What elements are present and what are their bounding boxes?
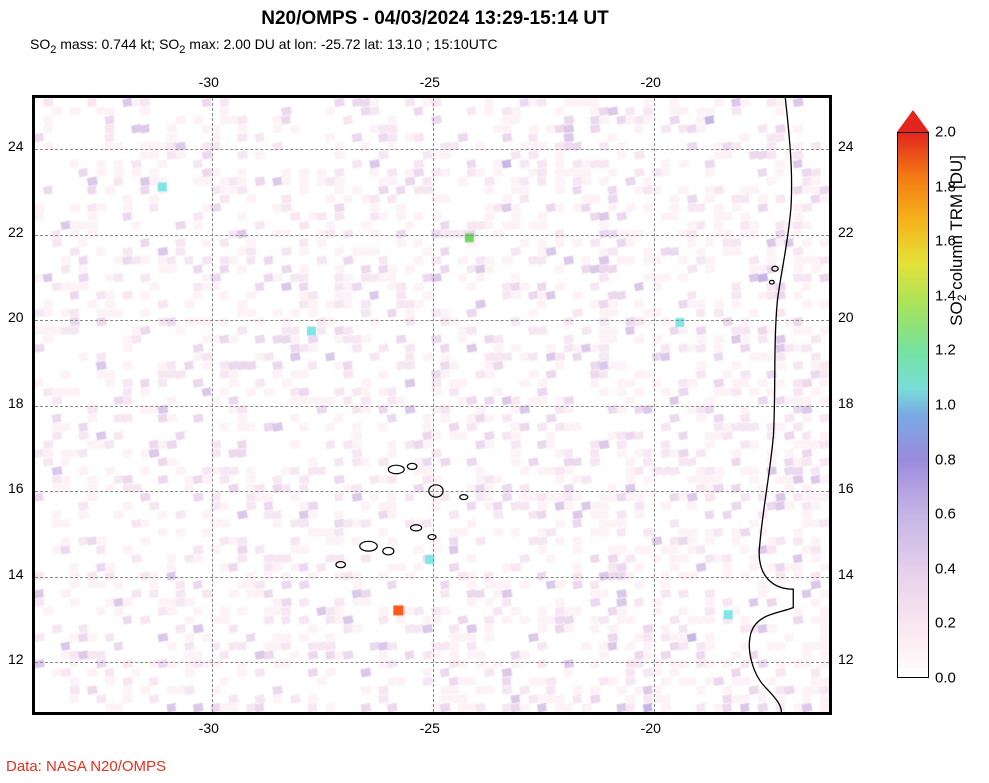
colorbar-tick-label: 1.2 xyxy=(935,342,956,359)
colorbar-tick-label: 0.0 xyxy=(935,670,956,687)
lat-tick-label: 20 xyxy=(838,309,854,325)
lat-tick-label: 18 xyxy=(8,395,24,411)
lon-tick-label: -25 xyxy=(420,74,440,90)
lon-tick-label: -30 xyxy=(199,720,219,736)
colorbar-tick-label: 0.6 xyxy=(935,506,956,523)
lat-tick-label: 16 xyxy=(8,480,24,496)
lat-tick-label: 12 xyxy=(838,651,854,667)
data-credit: Data: NASA N20/OMPS xyxy=(6,758,166,775)
lat-tick-label: 18 xyxy=(838,395,854,411)
heatmap-layer xyxy=(35,98,829,712)
lat-tick-label: 22 xyxy=(8,224,24,240)
lat-tick-label: 16 xyxy=(838,480,854,496)
lon-tick-label: -20 xyxy=(641,720,661,736)
colorbar-tick-label: 0.2 xyxy=(935,615,956,632)
lon-tick-label: -25 xyxy=(420,720,440,736)
lat-tick-label: 14 xyxy=(838,566,854,582)
lat-tick-label: 22 xyxy=(838,224,854,240)
chart-title: N20/OMPS - 04/03/2024 13:29-15:14 UT xyxy=(0,8,870,30)
colorbar-tick-label: 1.0 xyxy=(935,397,956,414)
colorbar-label-rest: column TRM [DU] xyxy=(947,155,966,295)
subtitle-tail: max: 2.00 DU at lon: -25.72 lat: 13.10 ;… xyxy=(185,36,497,52)
colorbar-tick-label: 0.4 xyxy=(935,560,956,577)
colorbar-gradient xyxy=(897,132,929,678)
map-plot-area xyxy=(32,95,832,715)
lat-tick-label: 14 xyxy=(8,566,24,582)
lat-tick-label: 24 xyxy=(8,138,24,154)
lon-tick-label: -30 xyxy=(199,74,219,90)
colorbar-over-triangle xyxy=(897,110,929,132)
colorbar-tick-label: 0.8 xyxy=(935,451,956,468)
colorbar-label: SO2 column TRM [DU] xyxy=(947,155,969,326)
colorbar-label-sub: 2 xyxy=(955,295,969,302)
subtitle-mid: mass: 0.744 kt; SO xyxy=(56,36,179,52)
lat-tick-label: 20 xyxy=(8,309,24,325)
colorbar-under-triangle xyxy=(897,678,929,700)
lon-tick-label: -20 xyxy=(641,74,661,90)
colorbar-label-so: SO xyxy=(947,301,966,326)
lat-tick-label: 24 xyxy=(838,138,854,154)
subtitle-so1: SO xyxy=(30,36,50,52)
chart-subtitle: SO2 mass: 0.744 kt; SO2 max: 2.00 DU at … xyxy=(30,36,497,56)
colorbar-tick-label: 2.0 xyxy=(935,124,956,141)
lat-tick-label: 12 xyxy=(8,651,24,667)
